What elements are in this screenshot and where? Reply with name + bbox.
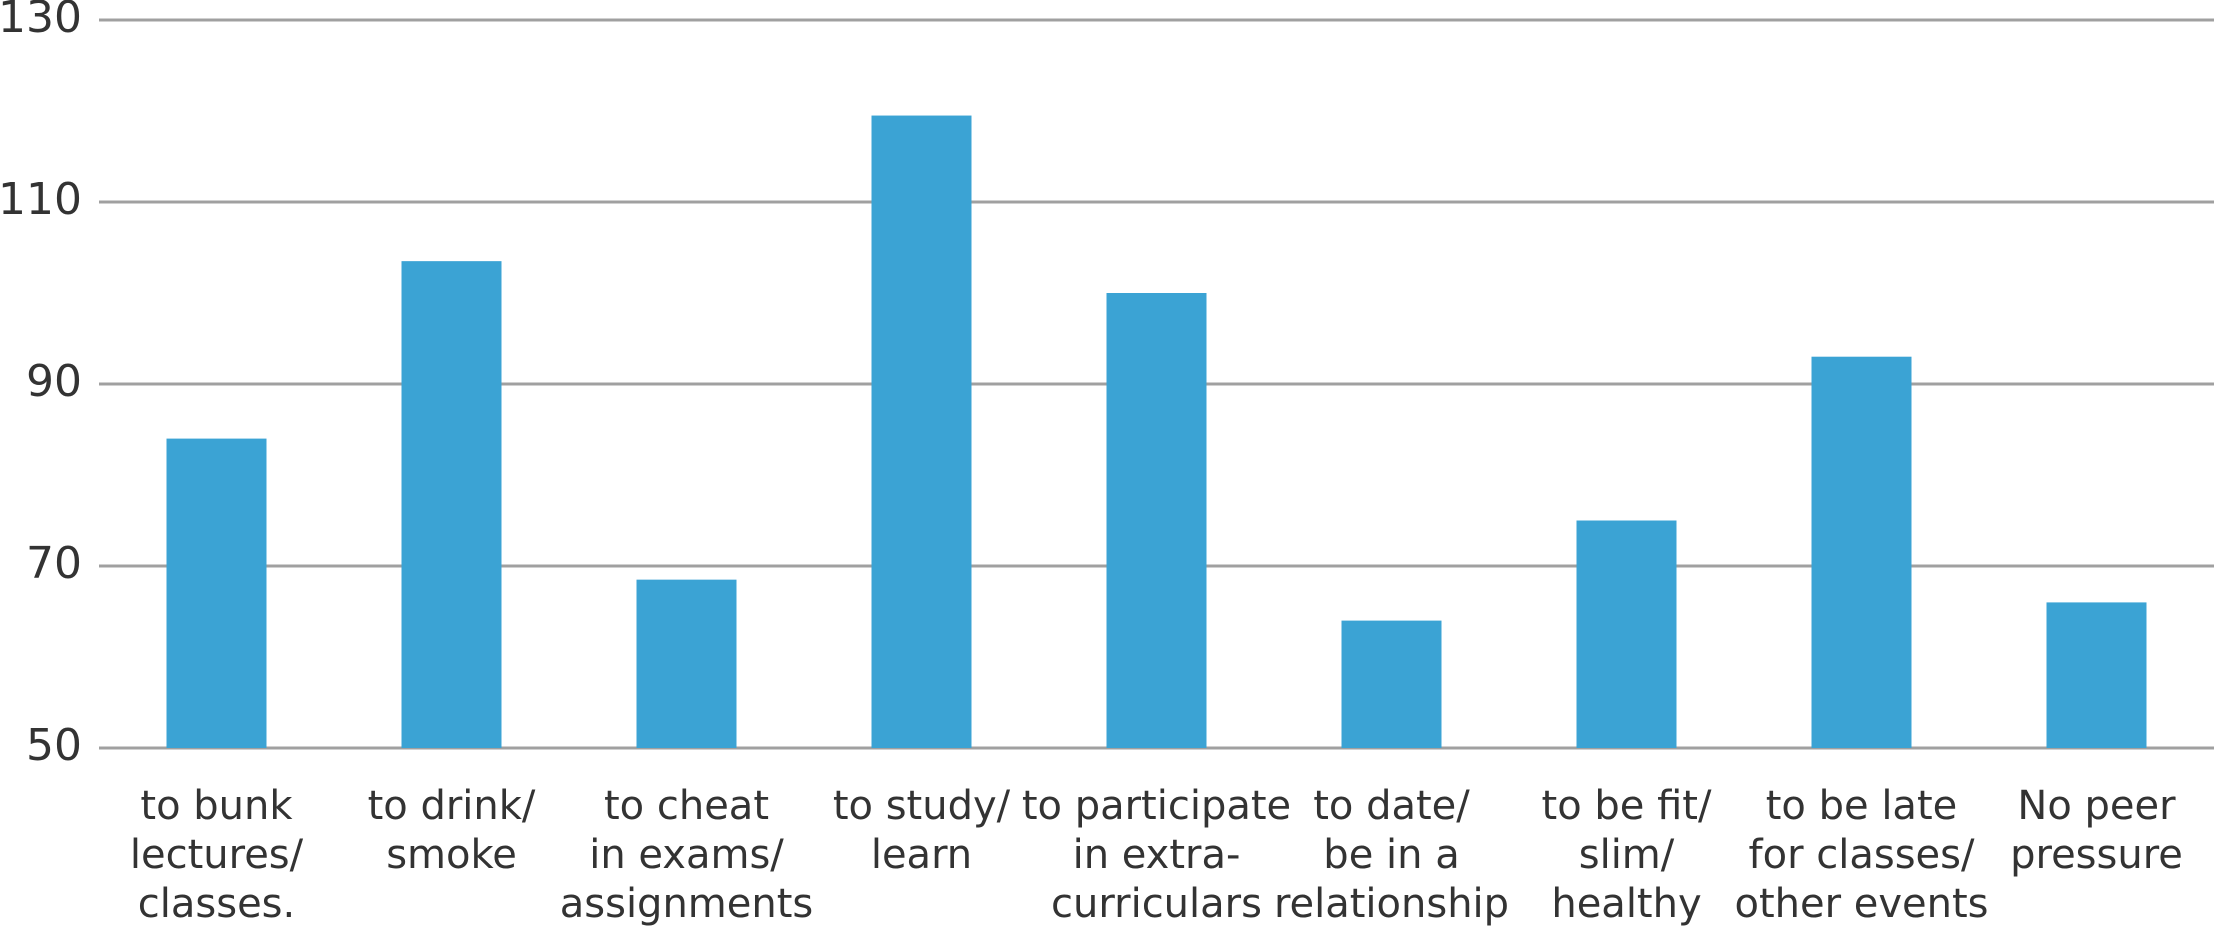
x-tick-label: healthy [1551, 881, 1701, 927]
x-tick-label: learn [871, 832, 972, 878]
x-tick-label: in extra- [1073, 832, 1241, 878]
bar [401, 261, 502, 748]
x-tick-label: No peer [2017, 783, 2176, 829]
x-tick-label: lectures/ [130, 832, 304, 878]
x-tick-label: other events [1734, 881, 1988, 927]
x-tick-label: to participate [1022, 783, 1291, 829]
bar [1341, 620, 1442, 748]
y-tick-label: 110 [0, 174, 82, 225]
bar [1576, 520, 1677, 748]
bar [1811, 356, 1912, 748]
bar [2046, 602, 2147, 748]
x-tick-label: be in a [1323, 832, 1459, 878]
x-tick-label: for classes/ [1749, 832, 1975, 878]
x-tick-label: in exams/ [589, 832, 784, 878]
x-tick-label: pressure [2010, 832, 2183, 878]
x-tick-label: to study/ [833, 783, 1011, 829]
x-tick-label: to bunk [140, 783, 293, 829]
x-tick-label: to be fit/ [1542, 783, 1712, 829]
x-tick-label: assignments [560, 881, 814, 927]
x-tick-label: to date/ [1313, 783, 1470, 829]
y-tick-label: 130 [0, 0, 82, 43]
x-tick-label: classes. [138, 881, 295, 927]
x-tick-label: to drink/ [368, 783, 536, 829]
y-tick-label: 90 [26, 356, 82, 407]
bar [166, 438, 267, 748]
x-tick-label: smoke [386, 832, 517, 878]
x-tick-label: to cheat [604, 783, 769, 829]
y-tick-label: 70 [26, 538, 82, 589]
bar [636, 579, 737, 748]
bar [1106, 293, 1207, 748]
x-tick-label: curriculars [1051, 881, 1262, 927]
bar [871, 115, 972, 749]
x-tick-label: to be late [1766, 783, 1958, 829]
y-tick-label: 50 [26, 720, 82, 771]
x-tick-label: slim/ [1579, 832, 1675, 878]
x-tick-label: relationship [1274, 881, 1509, 927]
